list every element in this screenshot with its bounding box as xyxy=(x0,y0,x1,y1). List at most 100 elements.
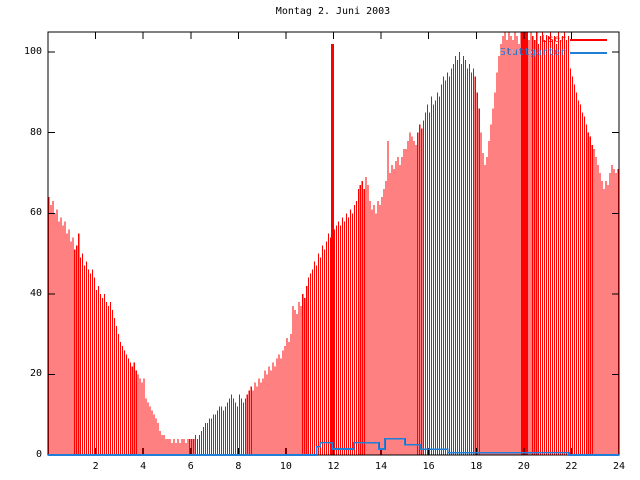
bar xyxy=(441,84,443,456)
bar xyxy=(341,217,343,455)
bar xyxy=(175,442,177,455)
bar xyxy=(308,277,310,455)
bar xyxy=(345,213,347,455)
bar xyxy=(534,40,536,456)
bar xyxy=(542,32,544,455)
legend-label-user: User xyxy=(541,34,566,45)
bar xyxy=(565,40,567,456)
bar xyxy=(131,366,133,455)
bar xyxy=(129,362,131,455)
bar xyxy=(496,72,498,455)
bar xyxy=(405,148,407,455)
bar xyxy=(355,201,357,455)
bar xyxy=(238,394,240,455)
bar xyxy=(286,338,288,455)
bar xyxy=(240,398,242,455)
bar xyxy=(448,76,451,455)
bar xyxy=(135,370,137,455)
bar xyxy=(452,64,454,455)
bar xyxy=(559,40,562,456)
bar xyxy=(252,390,254,455)
bar xyxy=(476,92,478,456)
bar xyxy=(250,386,252,455)
bar xyxy=(373,205,375,455)
bar xyxy=(502,36,504,455)
bar xyxy=(171,442,173,455)
bar xyxy=(514,32,516,455)
bar xyxy=(510,36,512,455)
bar xyxy=(385,181,387,455)
bar xyxy=(415,144,417,456)
bar xyxy=(478,108,480,455)
bar xyxy=(518,44,520,456)
bar xyxy=(216,410,219,455)
bar xyxy=(125,354,127,455)
bar xyxy=(532,36,534,455)
bar xyxy=(403,148,405,455)
bar xyxy=(603,189,605,456)
bar xyxy=(498,56,500,456)
bar xyxy=(167,438,169,455)
bar xyxy=(361,181,363,455)
bar xyxy=(423,120,425,455)
bar xyxy=(312,269,314,455)
bar xyxy=(454,56,456,456)
bar xyxy=(427,104,429,455)
bar xyxy=(558,32,560,455)
bar xyxy=(591,144,593,456)
bar xyxy=(605,181,607,455)
bar xyxy=(425,112,427,455)
bar xyxy=(50,205,52,455)
x-tick-label: 8 xyxy=(235,461,242,472)
x-tick-label: 18 xyxy=(470,461,483,472)
x-tick-label: 2 xyxy=(92,461,99,472)
bar xyxy=(443,76,445,455)
bar xyxy=(561,36,564,455)
bar xyxy=(437,92,439,456)
bar xyxy=(429,112,431,455)
bar xyxy=(278,354,280,455)
bar xyxy=(296,314,298,455)
bar xyxy=(199,434,201,455)
legend-label-stuttgarter: Stuttgarter xyxy=(499,47,566,58)
bar xyxy=(177,438,179,455)
bar xyxy=(458,52,460,455)
bar xyxy=(435,100,437,456)
bar xyxy=(127,358,129,455)
bar xyxy=(347,217,349,455)
bar xyxy=(102,297,104,455)
bar xyxy=(474,76,476,455)
bar xyxy=(256,386,258,455)
bar xyxy=(119,342,121,455)
bar xyxy=(173,438,175,455)
bar xyxy=(260,382,262,455)
bar xyxy=(282,350,284,455)
bar xyxy=(302,293,304,455)
bar xyxy=(609,173,611,455)
bar xyxy=(183,438,185,455)
bar xyxy=(351,213,353,455)
bar xyxy=(117,334,119,455)
bar xyxy=(371,209,373,455)
bar xyxy=(409,132,411,455)
bar xyxy=(540,36,542,455)
bar xyxy=(335,225,337,455)
bar xyxy=(322,245,324,455)
bar xyxy=(205,422,207,455)
bar xyxy=(470,72,472,455)
bar xyxy=(395,160,397,455)
bar xyxy=(163,434,165,455)
bar xyxy=(218,406,221,455)
bar xyxy=(147,402,149,455)
bar xyxy=(500,44,502,456)
bar xyxy=(215,414,217,455)
bar xyxy=(54,213,56,455)
bar xyxy=(232,398,234,455)
bar xyxy=(433,104,435,455)
bar xyxy=(508,32,510,455)
bar xyxy=(270,370,272,455)
bar xyxy=(246,394,248,455)
bar xyxy=(421,128,423,455)
bar xyxy=(121,346,123,455)
